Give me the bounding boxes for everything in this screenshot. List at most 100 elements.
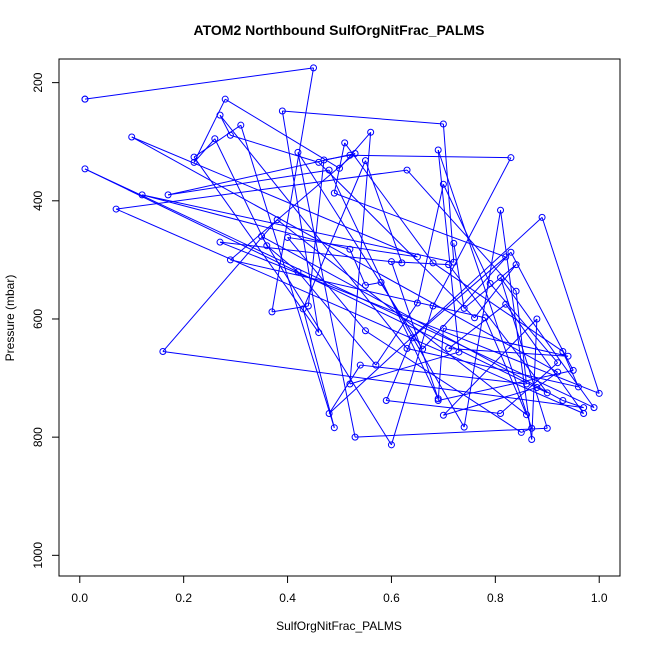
series-segment <box>515 291 527 385</box>
series-segment <box>453 243 465 309</box>
y-tick-label: 200 <box>31 72 45 92</box>
series-segment <box>240 125 335 428</box>
series-segment <box>302 160 366 310</box>
y-tick-label: 800 <box>31 427 45 447</box>
data-point <box>294 148 302 156</box>
series-segment <box>224 98 340 169</box>
series-segment <box>261 235 392 446</box>
series-0 <box>81 64 603 449</box>
data-point <box>403 166 411 174</box>
data-point <box>346 380 354 388</box>
data-point <box>481 314 489 322</box>
data-point <box>81 165 89 173</box>
data-point <box>574 383 582 391</box>
series-segment <box>349 249 366 286</box>
data-point <box>258 232 266 240</box>
data-point <box>445 345 453 353</box>
series-segment <box>411 256 507 339</box>
series-segment <box>193 156 320 333</box>
series-segment <box>437 149 460 353</box>
data-point <box>497 410 505 418</box>
data-point <box>486 280 494 288</box>
series-segment <box>442 184 491 284</box>
series-segment <box>84 168 595 409</box>
data-point <box>361 327 369 335</box>
x-tick-label: 1.0 <box>591 591 608 605</box>
series-segment <box>219 241 600 394</box>
data-point <box>413 299 421 307</box>
data-point <box>190 153 198 161</box>
x-tick-label: 0.8 <box>487 591 504 605</box>
series-segment <box>541 217 600 394</box>
series-segment <box>219 114 231 136</box>
data-point <box>138 191 146 199</box>
series-segment <box>406 348 579 388</box>
data-point <box>580 410 588 418</box>
series-segment <box>505 303 585 414</box>
data-point <box>216 111 224 119</box>
series-segment <box>193 138 216 163</box>
data-point <box>507 154 515 162</box>
data-point <box>216 238 224 246</box>
plot-frame <box>58 58 621 577</box>
data-point <box>164 191 172 199</box>
series-segment <box>193 124 242 158</box>
series-segment <box>521 427 532 433</box>
data-point <box>356 361 364 369</box>
series-segment <box>297 152 424 350</box>
series-segment <box>448 348 569 357</box>
series-segment <box>116 169 408 210</box>
series-segment <box>432 262 564 352</box>
data-point <box>512 287 520 295</box>
x-tick-label: 0.4 <box>279 591 296 605</box>
series-segment <box>167 153 356 196</box>
data-point <box>564 352 572 360</box>
data-point <box>419 345 427 353</box>
data-point <box>273 216 281 224</box>
series-segment <box>328 216 543 414</box>
series-segment <box>271 305 309 313</box>
data-point <box>450 258 458 266</box>
data-point <box>221 95 229 103</box>
series-segment <box>162 350 584 409</box>
data-point <box>460 304 468 312</box>
data-point <box>310 64 318 72</box>
data-point <box>382 397 390 405</box>
data-point <box>81 95 89 103</box>
series-segment <box>443 327 569 357</box>
series-segment <box>442 123 455 263</box>
y-tick-label: 1000 <box>31 542 45 569</box>
data-point <box>512 261 520 269</box>
data-point <box>471 314 479 322</box>
series-segment <box>438 369 574 402</box>
series-segment <box>219 114 408 349</box>
data-point <box>315 158 323 166</box>
series-segment <box>302 308 335 428</box>
data-point <box>336 164 343 172</box>
series-segment <box>230 134 319 163</box>
data-point <box>497 274 505 282</box>
data-point <box>361 281 369 289</box>
data-point <box>590 404 598 412</box>
data-point <box>533 384 541 392</box>
data-point <box>299 305 307 313</box>
series-segment <box>443 387 538 416</box>
series-segment <box>328 364 361 414</box>
data-point <box>413 253 421 261</box>
data-point <box>263 242 271 250</box>
data-point <box>455 348 463 356</box>
data-point <box>439 324 447 332</box>
series-segment <box>131 136 418 258</box>
data-point <box>325 410 333 418</box>
chart-title: ATOM2 Northbound SulfOrgNitFrac_PALMS <box>194 22 485 38</box>
data-point <box>330 189 338 197</box>
data-point <box>346 245 354 253</box>
data-point <box>528 424 536 432</box>
series-segment <box>318 162 475 319</box>
data-point <box>543 389 551 397</box>
data-point <box>367 128 375 136</box>
data-point <box>497 206 505 214</box>
x-axis-label: SulfOrgNitFrac_PALMS <box>276 619 402 633</box>
series-segment <box>266 245 299 273</box>
data-point <box>159 347 167 355</box>
